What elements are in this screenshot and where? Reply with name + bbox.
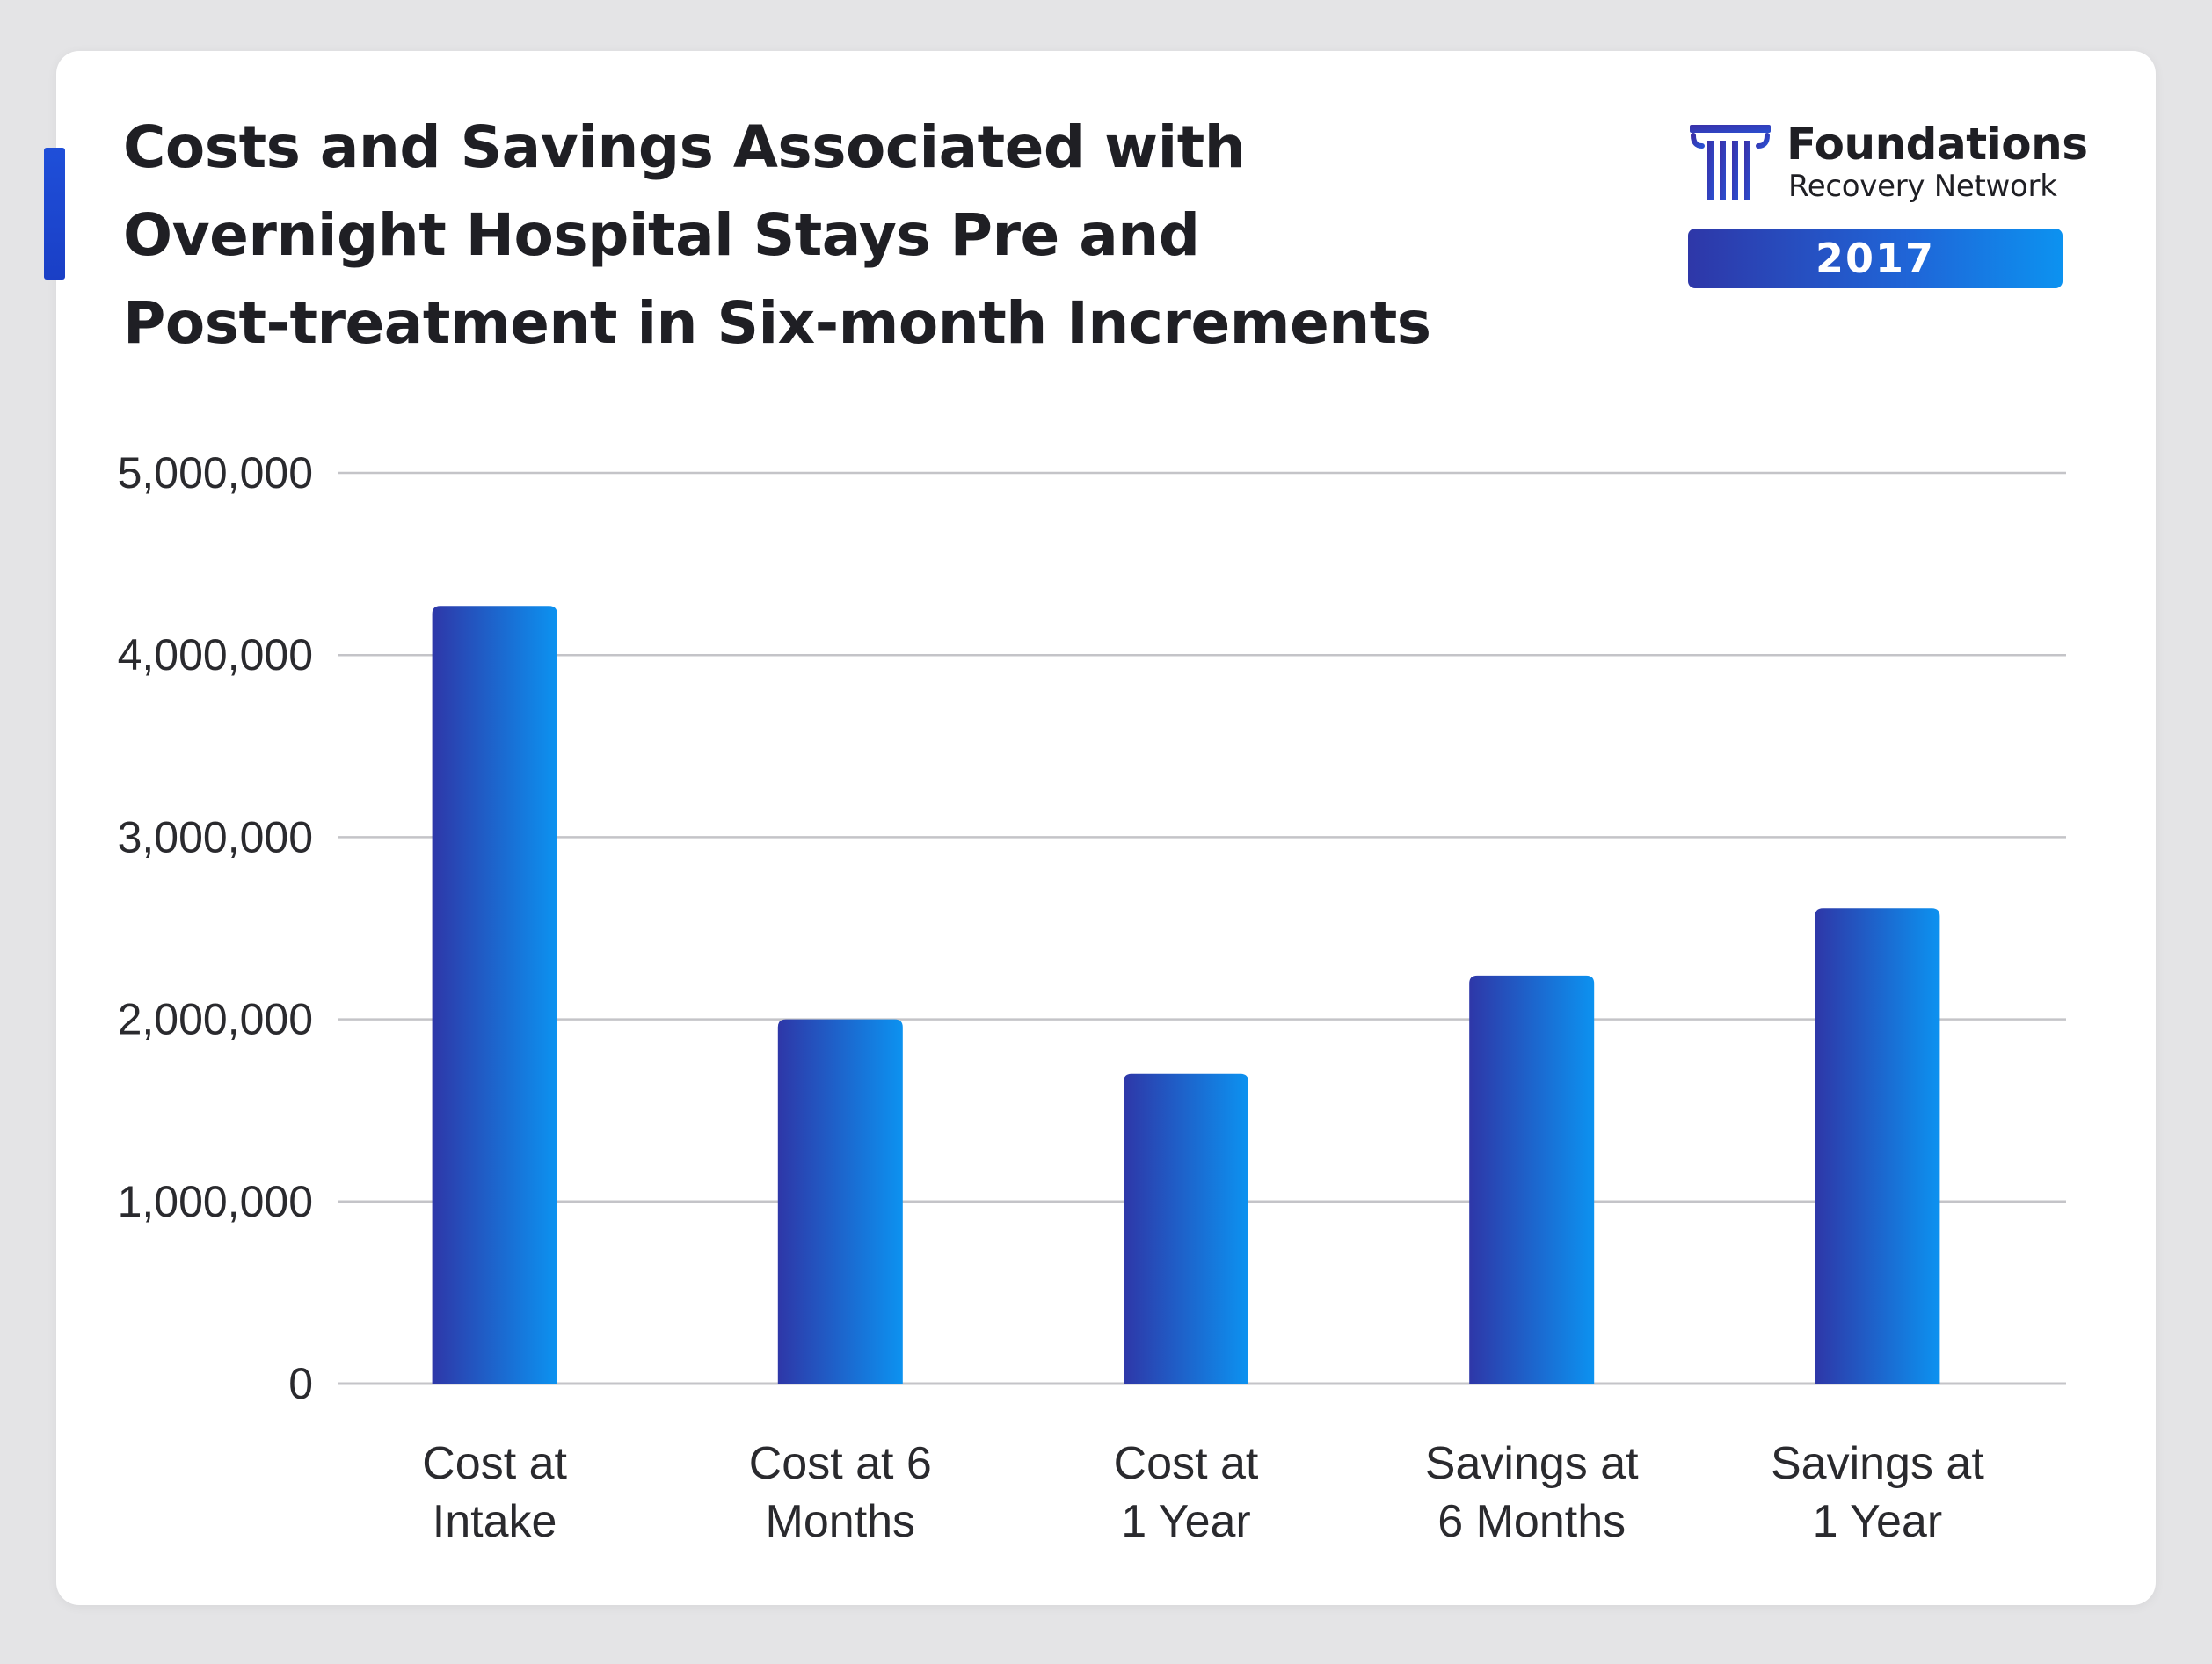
brand-subtitle: Recovery Network <box>1788 169 2057 204</box>
y-tick-label: 2,000,000 <box>118 995 313 1044</box>
bar-3 <box>1124 1073 1248 1384</box>
y-tick-label: 3,000,000 <box>118 812 313 861</box>
x-axis-ticks: Cost at Intake Cost at 6 Months Cost at 1 Yea… <box>422 1438 1984 1547</box>
year-badge: 2017 <box>1688 229 2063 288</box>
chart-title: Costs and Savings Associated with Overni… <box>123 104 1442 367</box>
y-tick-label: 0 <box>288 1359 313 1408</box>
y-tick-label: 5,000,000 <box>118 448 313 498</box>
chart-title-line-2: Overnight Hospital Stays Pre and <box>123 201 1200 269</box>
chart-card <box>56 51 2156 1605</box>
y-tick-label: 4,000,000 <box>118 630 313 679</box>
x-tick-label: Cost at 6 Months <box>749 1438 932 1547</box>
x-tick-label-line: Cost at <box>422 1438 567 1489</box>
bar-5 <box>1815 908 1940 1384</box>
bar-2 <box>777 1019 903 1384</box>
x-tick-label: Cost at Intake <box>422 1438 567 1547</box>
bars <box>432 606 1940 1384</box>
y-tick-label: 1,000,000 <box>118 1177 313 1226</box>
bar-4 <box>1469 975 1595 1384</box>
x-tick-label-line: 1 Year <box>1121 1496 1251 1547</box>
x-tick-label-line: Intake <box>433 1496 557 1547</box>
x-tick-label: Cost at 1 Year <box>1114 1438 1259 1547</box>
brand-name: Foundations <box>1786 119 2088 170</box>
x-tick-label-line: Cost at <box>1114 1438 1259 1489</box>
y-axis-ticks: 0 1,000,000 2,000,000 3,000,000 4,000,000 5,0… <box>118 448 313 1408</box>
x-tick-label-line: Months <box>766 1496 916 1547</box>
x-tick-label-line: 1 Year <box>1813 1496 1943 1547</box>
title-accent-bar <box>44 148 65 280</box>
x-tick-label: Savings at 6 Months <box>1425 1438 1639 1547</box>
x-tick-label-line: 6 Months <box>1437 1496 1626 1547</box>
pillar-icon <box>1690 125 1771 200</box>
x-tick-label-line: Savings at <box>1425 1438 1639 1489</box>
chart-title-line-1: Costs and Savings Associated with <box>123 113 1246 181</box>
x-tick-label-line: Savings at <box>1771 1438 1984 1489</box>
bar-1 <box>432 606 557 1384</box>
chart-title-line-3: Post-treatment in Six-month Increments <box>123 289 1431 357</box>
brand-logo: Foundations Recovery Network 2017 <box>1688 116 2088 292</box>
x-tick-label: Savings at 1 Year <box>1771 1438 1984 1547</box>
x-tick-label-line: Cost at 6 <box>749 1438 932 1489</box>
